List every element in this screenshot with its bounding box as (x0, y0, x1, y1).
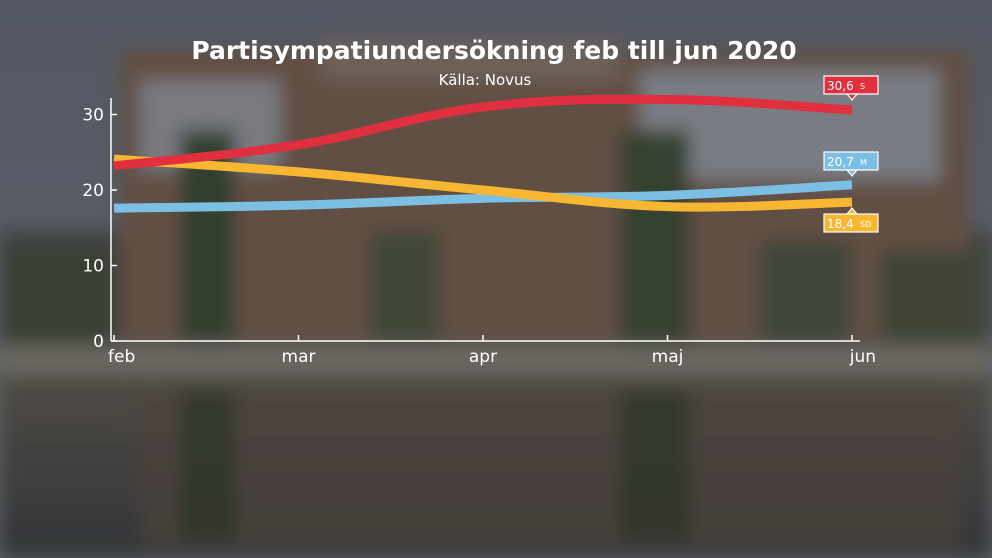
end-labels: 30,6 S 20,7 M 18,4 SD (823, 75, 879, 233)
end-label-pointer (845, 93, 859, 101)
y-tick-label: 20 (82, 181, 104, 201)
y-tick-label: 0 (93, 332, 104, 352)
series-line-m (113, 180, 853, 213)
x-ticks: feb mar apr maj jun (108, 335, 876, 367)
y-tick-label: 10 (82, 257, 104, 277)
series-line-sd (113, 154, 853, 212)
end-label-s: 30,6 S (823, 75, 879, 101)
axes (110, 98, 860, 342)
end-label-fill (825, 153, 877, 169)
y-ticks: 0 10 20 30 (82, 106, 117, 352)
end-label-party: M (860, 158, 867, 167)
end-label-sd: 18,4 SD (823, 207, 879, 233)
end-label-party: SD (860, 220, 871, 229)
series-lines (113, 94, 853, 213)
x-tick-label: mar (282, 347, 316, 367)
y-tick-label: 30 (82, 106, 104, 126)
x-tick-label: feb (108, 347, 135, 367)
x-tick-label: jun (849, 347, 876, 367)
end-label-value: 20,7 (827, 155, 854, 169)
end-label-value: 18,4 (827, 217, 854, 231)
chart-subtitle: Källa: Novus (439, 71, 532, 89)
end-label-pointer (845, 207, 859, 215)
end-label-fill (825, 215, 877, 231)
x-tick-label: maj (652, 347, 684, 367)
series-line-s (113, 94, 853, 171)
chart-title: Partisympatiundersökning feb till jun 20… (191, 36, 796, 65)
end-label-value: 30,6 (827, 79, 854, 93)
end-label-fill (825, 77, 877, 93)
x-tick-label: apr (469, 347, 497, 367)
end-label-m: 20,7 M (823, 151, 879, 177)
end-label-pointer (845, 169, 859, 177)
end-label-party: S (860, 82, 865, 91)
